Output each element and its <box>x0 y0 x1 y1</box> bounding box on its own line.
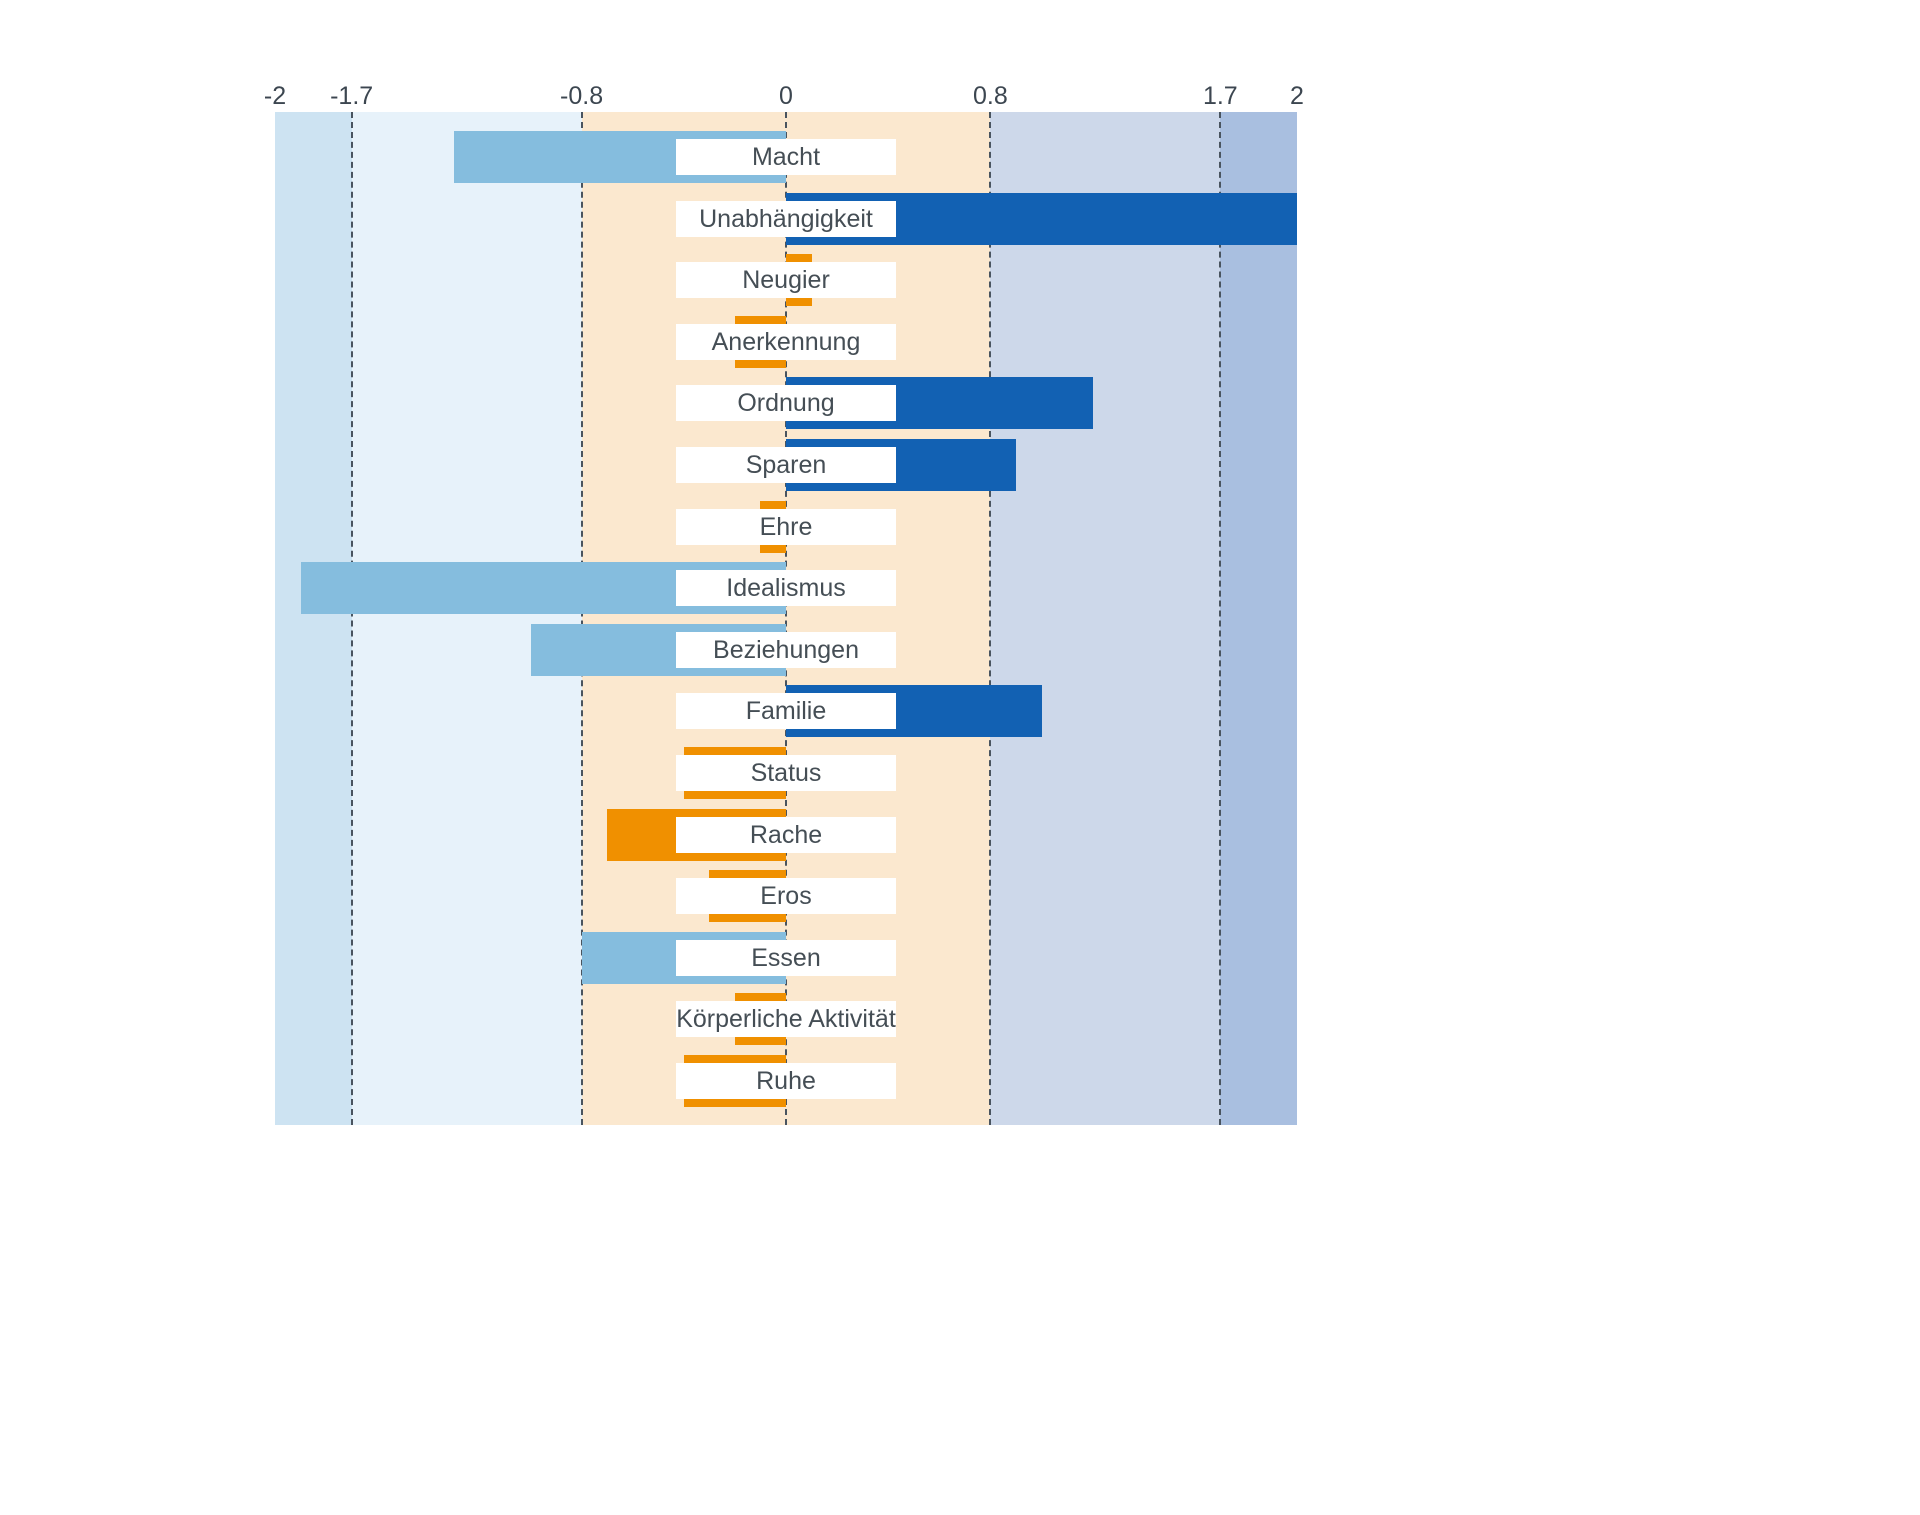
gridline <box>989 112 992 1125</box>
category-label: Ordnung <box>676 385 896 422</box>
category-label: Ruhe <box>676 1063 896 1099</box>
category-label: Sparen <box>676 447 896 483</box>
category-label: Macht <box>676 139 896 175</box>
background-zone <box>351 112 582 1125</box>
gridline <box>580 112 583 1125</box>
x-axis: -2 -1.7 -0.8 0 0.8 1.7 2 <box>0 0 1920 112</box>
category-label: Eros <box>676 878 896 915</box>
category-label: Status <box>676 755 896 791</box>
x-tick-label: 2 <box>1290 82 1304 110</box>
category-label: Rache <box>676 816 896 853</box>
background-zone <box>275 112 352 1125</box>
category-label: Familie <box>676 693 896 730</box>
background-zone <box>1220 112 1297 1125</box>
category-label: Idealismus <box>676 570 896 607</box>
category-label: Unabhängigkeit <box>676 200 896 237</box>
gridline <box>1219 112 1222 1125</box>
gridline <box>350 112 353 1125</box>
x-tick-label: 0.8 <box>973 82 1008 110</box>
x-tick-label: -2 <box>263 82 287 110</box>
category-label: Neugier <box>676 262 896 299</box>
plot-area: Macht Unabhängigkeit Neugier Anerkennung Ord… <box>275 112 1297 1125</box>
x-tick-label: 0 <box>779 82 793 110</box>
x-tick-label: -1.7 <box>330 82 374 110</box>
category-label: Körperliche Aktivität <box>676 1001 896 1038</box>
category-label: Anerkennung <box>676 323 896 360</box>
category-label: Essen <box>676 939 896 976</box>
x-tick-label: 1.7 <box>1202 82 1238 110</box>
category-label: Beziehungen <box>676 631 896 668</box>
category-label: Ehre <box>676 508 896 545</box>
background-zone <box>990 112 1221 1125</box>
x-tick-label: -0.8 <box>560 82 604 110</box>
gridline <box>785 112 787 1125</box>
